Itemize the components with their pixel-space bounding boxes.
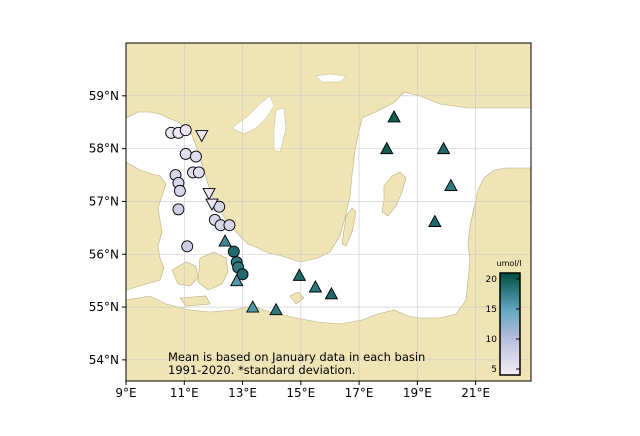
lon-tick-label: 21°E [461, 386, 490, 400]
lat-tick-label: 54°N [89, 353, 119, 367]
station-marker-triangle[interactable] [380, 141, 394, 155]
gotland-land [381, 171, 407, 217]
station-marker-triangle[interactable] [269, 302, 283, 316]
colorbar-unit-label: umol/l [497, 259, 522, 268]
lon-tick-label: 17°E [345, 386, 374, 400]
lake-malaren [315, 73, 347, 83]
station-marker-triangle-down[interactable] [205, 198, 219, 212]
lon-axis: 9°E 11°E 13°E 15°E 17°E 19°E 21°E [115, 381, 490, 400]
lat-tick-label: 55°N [89, 300, 119, 314]
colorbar-tick-label: 10 [486, 335, 498, 345]
station-marker-circle[interactable] [189, 150, 202, 163]
station-marker-circle[interactable] [172, 203, 185, 216]
station-marker-circle[interactable] [192, 166, 205, 179]
southern-coast-land [126, 167, 531, 381]
station-marker-triangle[interactable] [218, 234, 232, 247]
colorbar-tick-label: 20 [486, 275, 498, 285]
station-marker-circle[interactable] [179, 124, 192, 137]
lon-tick-label: 15°E [286, 386, 315, 400]
land-masses [126, 43, 531, 381]
lon-tick-label: 13°E [228, 386, 257, 400]
lon-tick-label: 19°E [403, 386, 432, 400]
colorbar-ticks: 5 10 15 20 [486, 275, 520, 375]
lon-tick-label: 9°E [115, 386, 136, 400]
lat-tick-label: 59°N [89, 89, 119, 103]
station-marker-triangle[interactable] [387, 109, 401, 123]
lat-axis: 54°N 55°N 56°N 57°N 58°N 59°N [89, 89, 126, 367]
jutland-land [126, 161, 167, 291]
station-marker-triangle[interactable] [324, 286, 339, 300]
station-marker-circle[interactable] [181, 240, 194, 253]
caption-line-1: Mean is based on January data in each ba… [168, 350, 425, 364]
stations-layer [165, 109, 458, 316]
station-marker-triangle[interactable] [436, 141, 451, 155]
station-marker-triangle[interactable] [292, 268, 307, 281]
station-marker-triangle[interactable] [428, 214, 442, 227]
colorbar-tick-label: 5 [491, 365, 497, 375]
danish-islands-land [171, 261, 199, 287]
station-marker-circle[interactable] [179, 147, 192, 160]
caption-line-2: 1991-2020. *standard deviation. [168, 363, 356, 377]
bornholm-land [289, 291, 305, 305]
lat-tick-label: 56°N [89, 247, 119, 261]
lat-tick-label: 57°N [89, 194, 119, 208]
colorbar-gradient [499, 272, 521, 376]
station-marker-triangle[interactable] [444, 178, 458, 192]
lat-tick-label: 58°N [89, 142, 119, 156]
lake-vattern [273, 107, 287, 153]
station-marker-circle[interactable] [227, 245, 240, 258]
station-marker-circle[interactable] [223, 219, 236, 232]
station-marker-triangle[interactable] [229, 273, 244, 287]
zealand-land [197, 251, 229, 291]
oland-land [341, 207, 357, 247]
station-marker-triangle[interactable] [245, 300, 260, 313]
graticule [126, 43, 531, 381]
station-marker-circle[interactable] [173, 184, 186, 197]
colorbar: umol/l 5 10 15 20 [486, 259, 522, 376]
map-area[interactable] [126, 43, 531, 381]
station-marker-triangle-down[interactable] [194, 129, 209, 143]
lon-tick-label: 11°E [170, 386, 199, 400]
station-marker-triangle[interactable] [308, 280, 323, 293]
colorbar-tick-label: 15 [486, 305, 497, 315]
map-frame [125, 42, 532, 382]
station-marker-triangle-down[interactable] [202, 188, 216, 201]
